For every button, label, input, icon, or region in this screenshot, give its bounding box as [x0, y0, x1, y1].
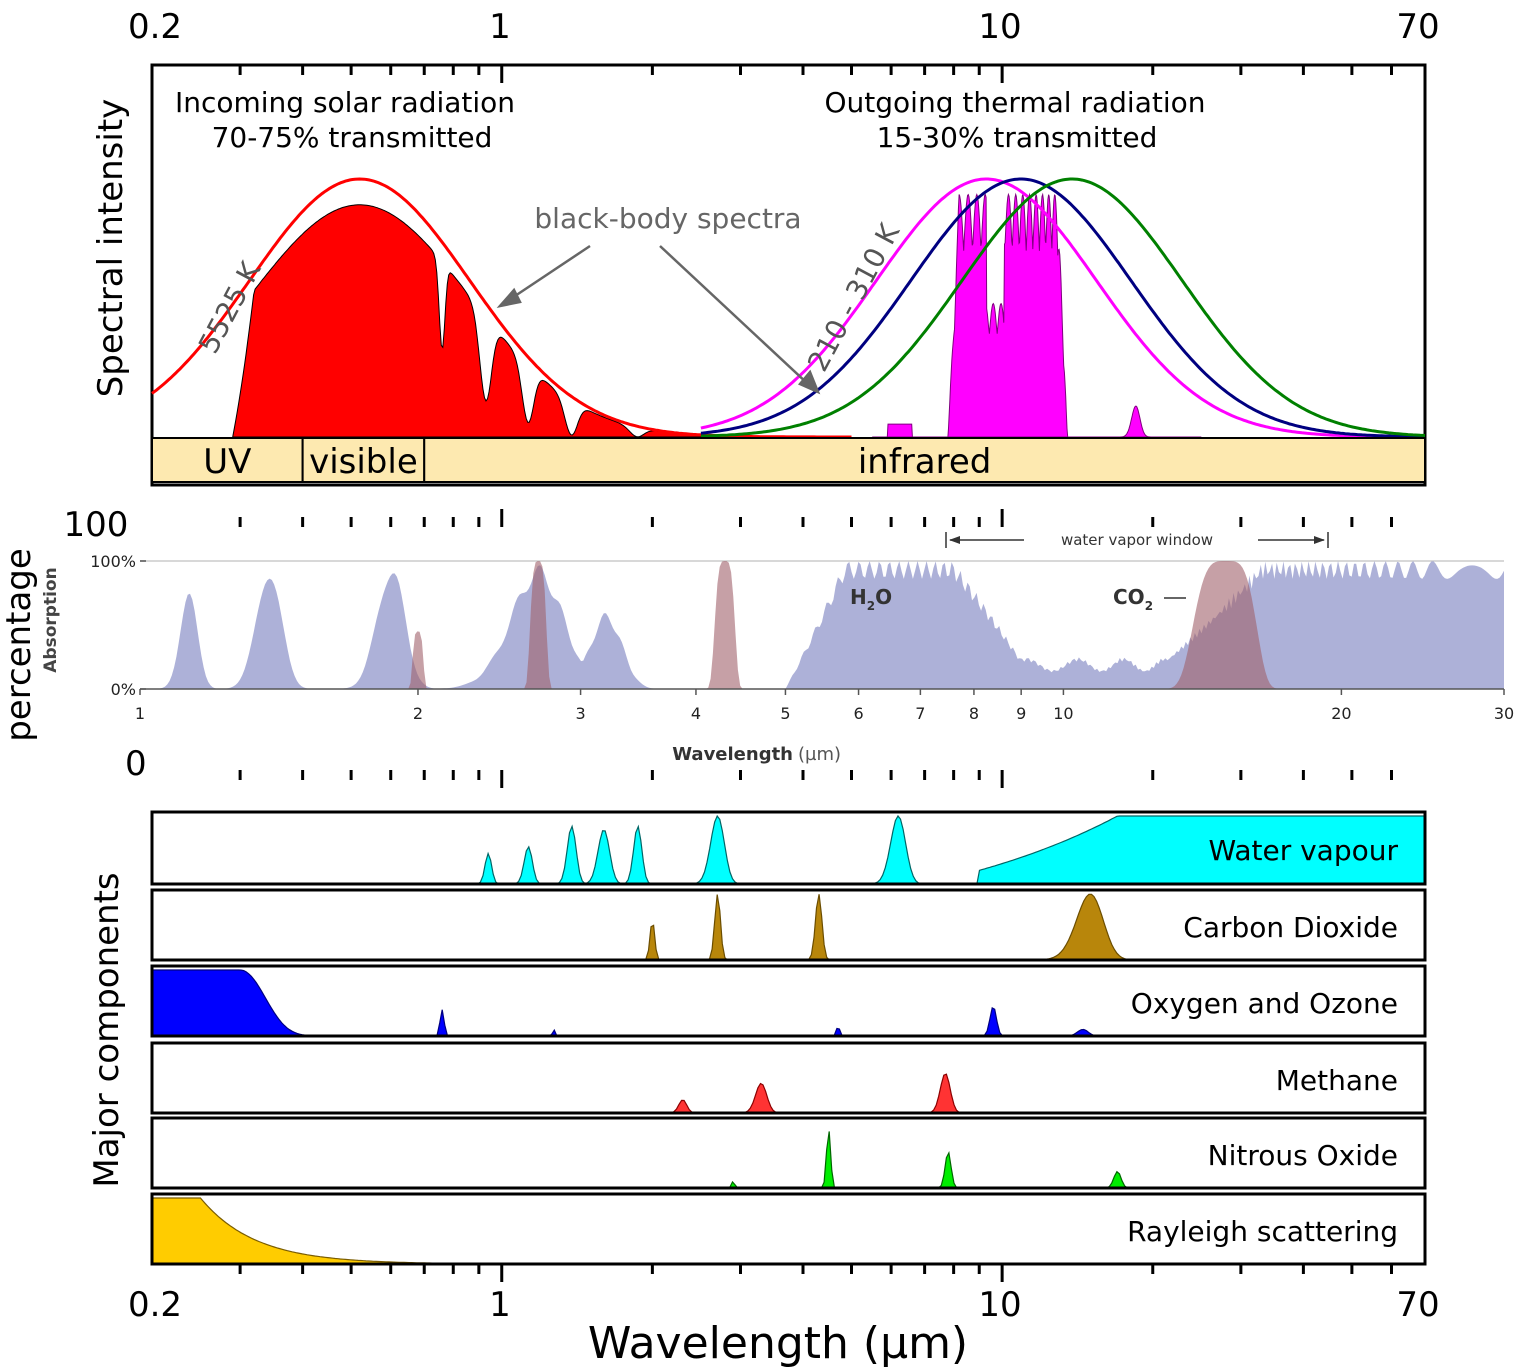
thermal-blackbody-curve: [700, 177, 1425, 439]
absorption-tick-label: 7: [915, 704, 925, 723]
cut-off-side-label: percentage: [0, 548, 39, 742]
absorption-tick-label: 30: [1494, 704, 1514, 723]
component-row-frame: [150, 1041, 1427, 1115]
component-row-border: [150, 888, 1427, 962]
component-label: Rayleigh scattering: [1127, 1215, 1398, 1248]
wavelength-xlabel: Wavelength (µm): [588, 1318, 968, 1368]
co2-label: CO2: [1113, 585, 1153, 613]
absorption-xlabel-unit: (µm): [798, 744, 841, 765]
arrowhead: [496, 287, 522, 308]
water-vapor-window-label: water vapor window: [1061, 531, 1213, 549]
band-segment: [423, 437, 1426, 483]
absorption-ytick-100: 100%: [90, 552, 136, 571]
absorption-ylabel: Absorption: [41, 567, 61, 672]
arrowhead: [797, 369, 821, 395]
solar-blackbody-curve: [151, 177, 852, 439]
thermal-blackbody-curve: [700, 177, 1425, 439]
spectral-intensity-panel: 0.2 1 10 70 Spectral intensity Incoming …: [91, 7, 1440, 487]
bottom-tick-label: 0.2: [128, 1285, 182, 1325]
cut-off-zero-label: 0: [125, 744, 147, 784]
absorption-areas: [140, 561, 1504, 689]
thermal-title-line1: Outgoing thermal radiation: [825, 86, 1206, 119]
thermal-title-line2: 15-30% transmitted: [877, 121, 1158, 154]
bottom-tick-label: 1: [489, 1285, 511, 1325]
band-label: UV: [203, 442, 251, 482]
band-label: visible: [309, 442, 418, 482]
spectral-intensity-ylabel: Spectral intensity: [91, 99, 131, 398]
bottom-outer-ticks: [238, 770, 1394, 788]
bottom-tick-label: 10: [978, 1285, 1021, 1325]
annotation-arrow-thermal: [659, 245, 809, 385]
top-tick-label: 70: [1396, 7, 1439, 47]
bottom-tick-label: 70: [1396, 1285, 1439, 1325]
major-components-ylabel: Major components: [87, 872, 127, 1187]
blackbody-annotation: black-body spectra: [534, 202, 801, 235]
absorption-x-ticks: 1 2 3 4 5 6 7 8 9 10 20 30: [135, 689, 1514, 723]
solar-title-line2: 70-75% transmitted: [212, 121, 493, 154]
annotation-arrows: [496, 244, 821, 395]
solar-title-line1: Incoming solar radiation: [175, 86, 515, 119]
component-row-border: [150, 1041, 1427, 1115]
component-label: Carbon Dioxide: [1183, 911, 1398, 944]
top-tick-label: 0.2: [128, 7, 182, 47]
absorption-tick-label: 8: [969, 704, 979, 723]
component-label: Water vapour: [1208, 834, 1398, 867]
component-row-border: [150, 810, 1427, 886]
cut-off-top-label: 100: [64, 505, 129, 545]
spectra-layer: [151, 177, 1426, 439]
band-label: infrared: [858, 442, 992, 482]
major-components-panel: Water vapour Carbon Dioxide Oxygen and Ozo…: [87, 770, 1440, 1368]
bottom-axis-ticks: [238, 1264, 1394, 1282]
absorption-tick-label: 2: [413, 704, 423, 723]
absorption-tick-label: 4: [691, 704, 701, 723]
component-row-border: [150, 964, 1427, 1038]
absorption-tick-label: 5: [780, 704, 790, 723]
co2-absorption-area: [140, 561, 1504, 689]
thermal-blackbody-curve: [700, 177, 1426, 438]
absorption-tick-label: 1: [135, 704, 145, 723]
absorption-tick-label: 9: [1016, 704, 1026, 723]
annotation-arrow-solar: [511, 244, 591, 300]
top-tick-label: 10: [978, 7, 1021, 47]
absorption-tick-label: 10: [1053, 704, 1073, 723]
h2o-label: H2O: [850, 585, 892, 613]
band-segment: [301, 437, 426, 483]
absorption-tick-label: 3: [575, 704, 585, 723]
mid-header-strip: [0, 498, 1524, 536]
absorption-tick-label: 6: [853, 704, 863, 723]
component-label: Methane: [1276, 1064, 1398, 1097]
component-rows: Water vapour Carbon Dioxide Oxygen and Ozo…: [150, 810, 1427, 1282]
h2o-absorption-area: [140, 561, 1504, 689]
component-label: Oxygen and Ozone: [1131, 987, 1398, 1020]
component-row-border: [150, 1116, 1427, 1190]
component-label: Nitrous Oxide: [1208, 1139, 1398, 1172]
absorption-xlabel: Wavelength: [672, 744, 793, 765]
component-row-border: [150, 1192, 1427, 1266]
absorption-ytick-0: 0%: [111, 680, 136, 699]
mid-outer-ticks: [238, 509, 1394, 527]
absorption-panel: 100 percentage 0 1 2 3 4 5 6 7 8 9 10 20 30 100% 0%…: [0, 498, 1524, 784]
top-tick-label: 1: [489, 7, 511, 47]
spectrum-band-strip: UV visible infrared: [151, 437, 1426, 483]
water-vapor-window-marker: water vapor window: [945, 531, 1329, 549]
absorption-tick-label: 20: [1331, 704, 1351, 723]
